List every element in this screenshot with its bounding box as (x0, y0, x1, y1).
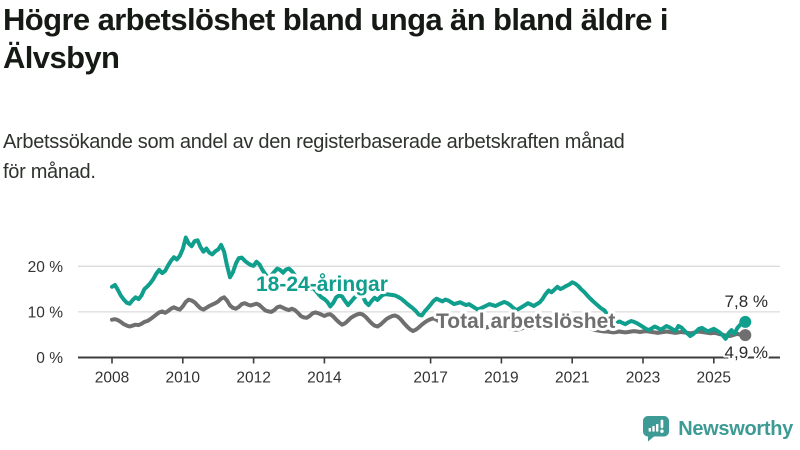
x-tick-label: 2017 (413, 370, 447, 387)
series-label-youth: 18-24-åringar (256, 273, 388, 296)
y-tick-label: 20 % (28, 259, 64, 276)
x-tick-label: 2012 (236, 370, 270, 387)
chart-title-line-1: Högre arbetslöshet bland unga än bland ä… (3, 2, 668, 37)
x-tick-label: 2023 (626, 370, 660, 387)
chart-subtitle-line-2: för månad. (3, 161, 96, 183)
chart-title-line-2: Älvsbyn (3, 40, 120, 75)
chart-title: Högre arbetslöshet bland unga än bland ä… (3, 1, 791, 77)
x-tick-label: 2021 (555, 370, 589, 387)
end-value-label-total: 4,9 % (725, 343, 768, 362)
series-line-youth (110, 235, 746, 341)
y-tick-label: 0 % (36, 350, 63, 367)
end-value-label-youth: 7,8 % (725, 292, 768, 311)
newsworthy-wordmark: Newsworthy (678, 417, 793, 440)
y-tick-label: 10 % (28, 304, 64, 321)
series-line-total (110, 295, 746, 339)
x-tick-label: 2008 (95, 370, 129, 387)
x-tick-label: 2019 (484, 370, 518, 387)
series-label-total: Total arbetslöshet (436, 310, 615, 333)
x-tick-label: 2014 (307, 370, 342, 387)
x-tick-label: 2025 (697, 370, 731, 387)
series-endpoint-dot-total (739, 329, 752, 342)
series-endpoint-dot-youth (739, 315, 752, 328)
newsworthy-icon (643, 416, 670, 442)
chart-subtitle: Arbetssökande som andel av den registerb… (3, 127, 791, 187)
chart-subtitle-line-1: Arbetssökande som andel av den registerb… (3, 131, 625, 153)
x-tick-label: 2010 (166, 370, 201, 387)
newsworthy-logo[interactable]: Newsworthy (642, 415, 793, 443)
